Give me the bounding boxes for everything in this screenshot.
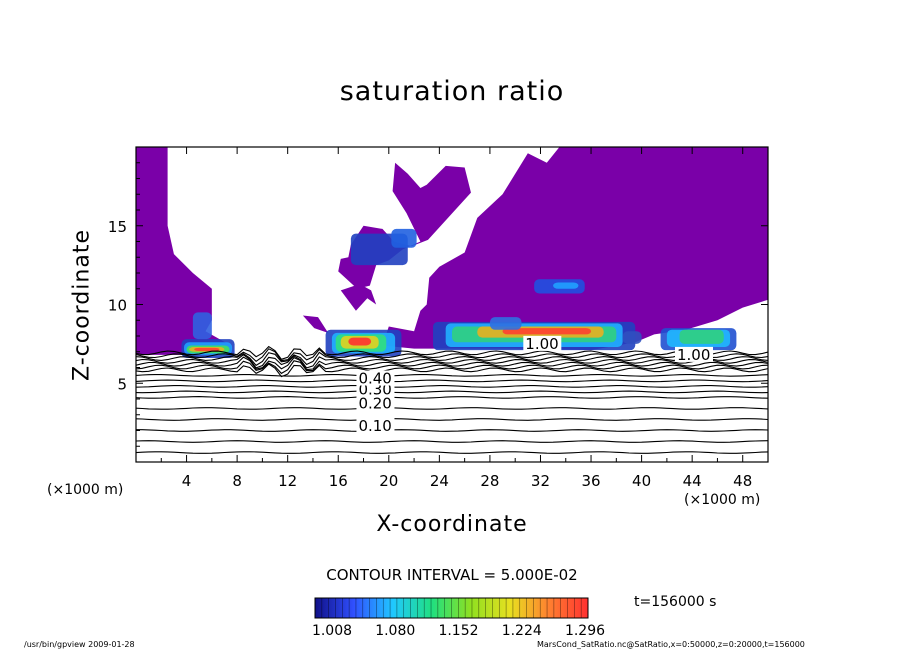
contour-line xyxy=(136,407,768,410)
contour-line xyxy=(136,374,768,377)
supersaturation-patch xyxy=(622,331,642,344)
supersaturation-patch xyxy=(502,328,592,335)
x-tick-label: 40 xyxy=(632,472,651,490)
contour-label: 0.40 xyxy=(358,370,391,388)
contour-labels: 0.100.200.300.401.001.00 xyxy=(356,335,713,435)
contour-label-bg xyxy=(523,335,562,351)
contour-line xyxy=(136,418,768,421)
contour-label: 0.10 xyxy=(358,417,391,435)
x-tick-label: 44 xyxy=(683,472,702,490)
x-unit-label-right: (×1000 m) xyxy=(684,492,761,508)
contour-label-bg xyxy=(356,370,395,386)
time-label: t=156000 s xyxy=(634,594,717,610)
colorbar-tick-label: 1.224 xyxy=(502,623,542,639)
x-tick-label: 4 xyxy=(182,472,192,490)
contour-line xyxy=(136,360,768,375)
contour-line xyxy=(136,379,768,383)
contour-line xyxy=(136,354,768,369)
contour-label-bg xyxy=(674,346,713,362)
x-unit-label-left: (×1000 m) xyxy=(47,482,124,498)
contour-label-bg xyxy=(356,395,395,411)
x-tick-label: 12 xyxy=(278,472,297,490)
y-axis-label: Z-coordinate xyxy=(69,229,95,381)
colorbar: 1.008 1.080 1.152 1.224 1.296 xyxy=(312,597,605,639)
contour-line xyxy=(136,356,768,371)
contour-label: 0.20 xyxy=(358,395,391,413)
contour-line xyxy=(136,390,768,394)
saturation-field xyxy=(136,147,768,359)
contour-line xyxy=(136,348,768,363)
supersaturation-patch xyxy=(391,228,417,248)
y-tick-label: 10 xyxy=(108,297,127,315)
footer-left: /usr/bin/gpview 2009-01-28 xyxy=(24,640,135,649)
contour-label-bg xyxy=(356,417,395,433)
y-tick-label: 15 xyxy=(108,218,127,236)
contour-lines xyxy=(136,345,768,454)
contour-line xyxy=(136,345,768,360)
saturated-region xyxy=(508,284,521,302)
x-axis: 4 8 12 16 20 24 28 32 36 40 44 48 xyxy=(160,147,769,490)
supersaturation-patch xyxy=(489,317,522,330)
contour-interval-label: CONTOUR INTERVAL = 5.000E-02 xyxy=(326,566,578,584)
contour-line xyxy=(136,440,768,443)
supersaturation-patch xyxy=(194,347,220,351)
colorbar-tick-label: 1.296 xyxy=(565,623,605,639)
x-tick-label: 16 xyxy=(329,472,348,490)
x-tick-label: 36 xyxy=(581,472,600,490)
x-tick-label: 28 xyxy=(480,472,499,490)
contour-line xyxy=(136,451,768,454)
supersaturation-patch xyxy=(553,282,579,289)
colorbar-tick-label: 1.080 xyxy=(375,623,415,639)
x-tick-label: 8 xyxy=(232,472,242,490)
saturated-region xyxy=(382,147,768,351)
saturated-region xyxy=(136,147,233,355)
y-axis: 5 10 15 xyxy=(108,162,768,447)
saturated-region xyxy=(302,315,329,333)
colorbar-tick-label: 1.152 xyxy=(438,623,478,639)
contour-line xyxy=(136,351,768,367)
chart-title: saturation ratio xyxy=(339,76,565,107)
contour-label: 1.00 xyxy=(677,346,710,364)
contour-line xyxy=(136,363,768,378)
saturated-region xyxy=(340,284,377,311)
supersaturation-patch xyxy=(192,312,212,340)
x-tick-label: 24 xyxy=(430,472,449,490)
saturated-region xyxy=(613,296,629,311)
supersaturation-patch xyxy=(679,329,724,344)
contour-line xyxy=(136,396,768,399)
contour-line xyxy=(136,429,768,432)
x-tick-label: 20 xyxy=(379,472,398,490)
x-tick-label: 32 xyxy=(531,472,550,490)
footer-right: MarsCond_SatRatio.nc@SatRatio,x=0:50000,… xyxy=(537,640,805,649)
contour-line xyxy=(136,385,768,388)
supersaturation-patch xyxy=(348,337,372,346)
x-axis-label: X-coordinate xyxy=(376,512,528,537)
y-tick-label: 5 xyxy=(117,375,127,393)
colorbar-tick-label: 1.008 xyxy=(312,623,352,639)
x-tick-label: 48 xyxy=(733,472,752,490)
contour-label: 1.00 xyxy=(525,335,558,353)
